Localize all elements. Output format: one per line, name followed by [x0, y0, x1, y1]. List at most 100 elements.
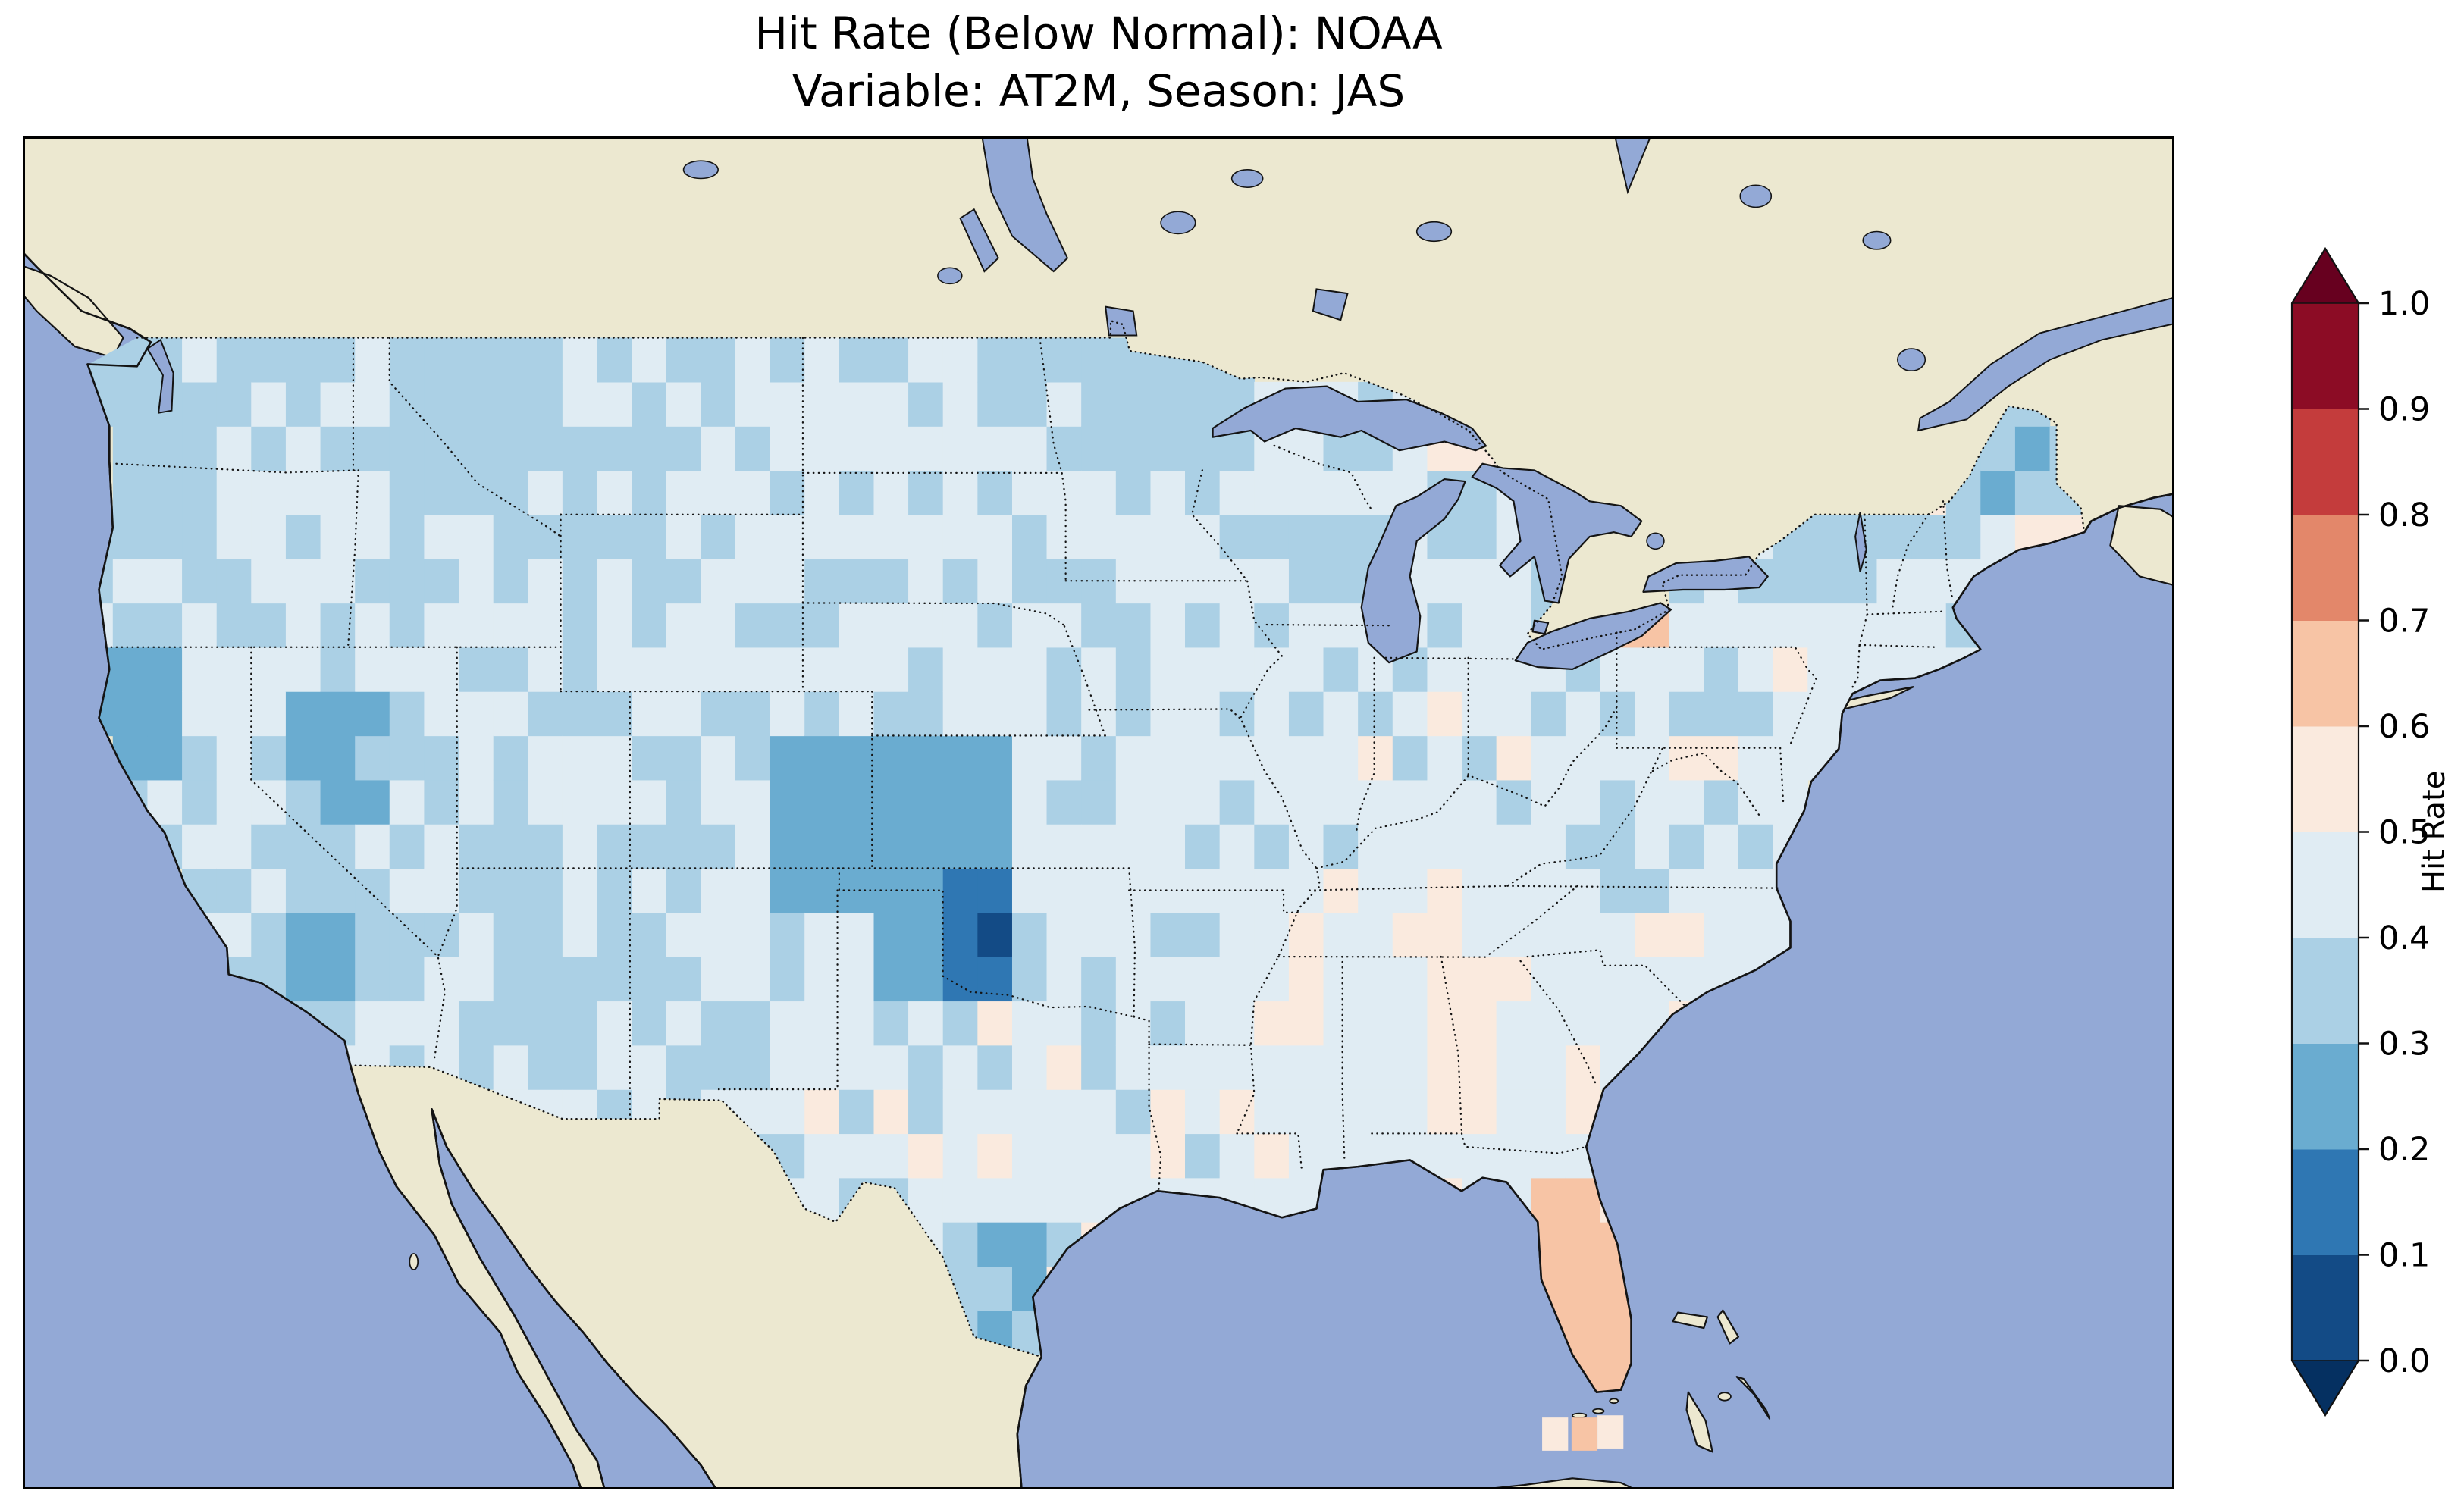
grid-cell [597, 868, 632, 913]
state-border [1942, 500, 1954, 599]
grid-cell [1011, 824, 1048, 869]
state-border [1506, 885, 1781, 889]
grid-cell [666, 647, 702, 692]
grid-cell [1150, 779, 1186, 825]
state-border [1128, 889, 1300, 913]
grid-cell [977, 868, 1013, 913]
grid-cell [459, 824, 494, 869]
grid-cell [908, 1089, 944, 1135]
grid-cell [735, 735, 771, 781]
grid-cell [1600, 691, 1635, 737]
grid-cell [1461, 1089, 1497, 1135]
grid-cell [804, 1089, 840, 1135]
grid-cell [1427, 735, 1462, 781]
grid-cell [632, 691, 667, 737]
grid-cell [873, 426, 909, 471]
florida-keys-middle [1571, 1417, 1598, 1451]
grid-cell [1669, 779, 1705, 825]
grid-cell [1600, 957, 1635, 1002]
grid-cell [493, 957, 529, 1002]
grid-cell [1427, 647, 1462, 692]
grid-cell [942, 1133, 979, 1179]
grid-cell [1011, 912, 1048, 957]
grid-cell [632, 337, 667, 383]
grid-cell [562, 735, 598, 781]
grid-cell [285, 868, 321, 913]
state-border [713, 889, 839, 1091]
florida-keys-west [1542, 1417, 1569, 1451]
grid-cell [1288, 1045, 1324, 1090]
lake [1415, 221, 1453, 243]
grid-cell [182, 514, 218, 559]
grid-cell [1254, 514, 1290, 559]
grid-cell [942, 647, 979, 692]
grid-cell [632, 514, 667, 559]
state-border [1371, 1132, 1588, 1154]
colorbar-under-arrow [2292, 1361, 2359, 1415]
grid-cell [1392, 1001, 1428, 1046]
lake [1862, 230, 1892, 250]
grid-cell [1011, 337, 1048, 383]
grid-cell [770, 337, 805, 383]
grid-cell [389, 514, 425, 559]
grid-cell [977, 1266, 1013, 1311]
grid-cell [666, 779, 702, 825]
grid-cell [839, 559, 875, 604]
grid-cell [735, 824, 771, 869]
grid-cell [1081, 381, 1117, 427]
grid-cell [562, 514, 598, 559]
grid-cell [735, 426, 771, 471]
grid-cell [977, 912, 1013, 957]
grid-cell [1011, 957, 1048, 1002]
grid-cell [1565, 1001, 1601, 1046]
grid-cell [597, 514, 632, 559]
grid-cell [528, 381, 563, 427]
grid-cell [942, 1177, 979, 1223]
grid-cell [908, 647, 944, 692]
grid-cell [701, 647, 736, 692]
grid-cell [1358, 735, 1393, 781]
grid-cell [562, 603, 598, 648]
grid-cell [701, 603, 736, 648]
grid-cell [1288, 514, 1324, 559]
grid-cell [1150, 647, 1186, 692]
grid-cell [1185, 957, 1221, 1002]
grid-cell [528, 1001, 563, 1046]
grid-cell [1704, 691, 1739, 737]
grid-cell [908, 603, 944, 648]
island [1672, 1311, 1708, 1330]
grid-cell [908, 779, 944, 825]
colorbar-bin [2292, 726, 2359, 832]
grid-cell [1115, 691, 1152, 737]
grid-cell [1219, 868, 1256, 913]
great-lakes-layer [682, 160, 1926, 671]
grid-cell [1150, 470, 1186, 515]
grid-cell [701, 824, 736, 869]
grid-cell [735, 337, 771, 383]
grid-cell [1115, 426, 1152, 471]
grid-cell [1046, 514, 1082, 559]
grid-cell [389, 603, 425, 648]
state-border [1039, 337, 1067, 582]
grid-cell [1392, 912, 1428, 957]
grid-cell [147, 426, 183, 471]
grid-cell [1358, 691, 1393, 737]
grid-cell [389, 957, 425, 1002]
grid-cell [977, 691, 1013, 737]
grid-cell [1496, 691, 1531, 737]
grid-cell [977, 1045, 1013, 1090]
grid-cell [1150, 691, 1186, 737]
grid-cell [1600, 868, 1635, 913]
grid-cell [389, 470, 425, 515]
grid-cell [1011, 691, 1048, 737]
grid-cell [701, 426, 736, 471]
grid-cell [597, 957, 632, 1002]
state-border [1128, 867, 1136, 1018]
grid-cell [839, 647, 875, 692]
grid-cell [389, 779, 425, 825]
grid-cell [285, 470, 321, 515]
grid-cell [977, 603, 1013, 648]
grid-cell [942, 735, 979, 781]
grid-cell [147, 603, 183, 648]
hit-rate-cells-layer [88, 337, 2085, 1392]
